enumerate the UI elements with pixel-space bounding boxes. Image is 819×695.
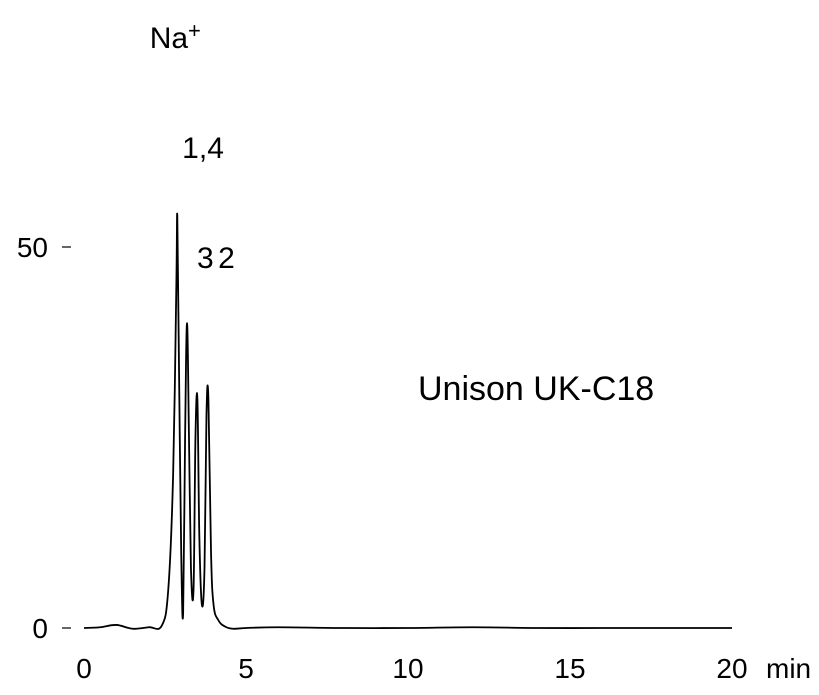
x-unit-label: min xyxy=(766,653,811,684)
x-tick-label-15: 15 xyxy=(554,653,585,684)
x-tick-label-20: 20 xyxy=(716,653,747,684)
x-tick-label-0: 0 xyxy=(76,653,92,684)
x-tick-label-5: 5 xyxy=(238,653,254,684)
x-tick-label-10: 10 xyxy=(392,653,423,684)
peak-label-0: Na+ xyxy=(150,18,201,55)
column-annotation: Unison UK-C18 xyxy=(418,370,654,408)
peak-label-1: 1,4 xyxy=(182,132,224,165)
y-tick-label-50: 50 xyxy=(17,232,48,263)
peak-label-3: 2 xyxy=(218,242,235,275)
y-tick-label-0: 0 xyxy=(32,613,48,644)
trace-line-0 xyxy=(83,212,732,630)
peak-label-2: 3 xyxy=(197,242,214,275)
